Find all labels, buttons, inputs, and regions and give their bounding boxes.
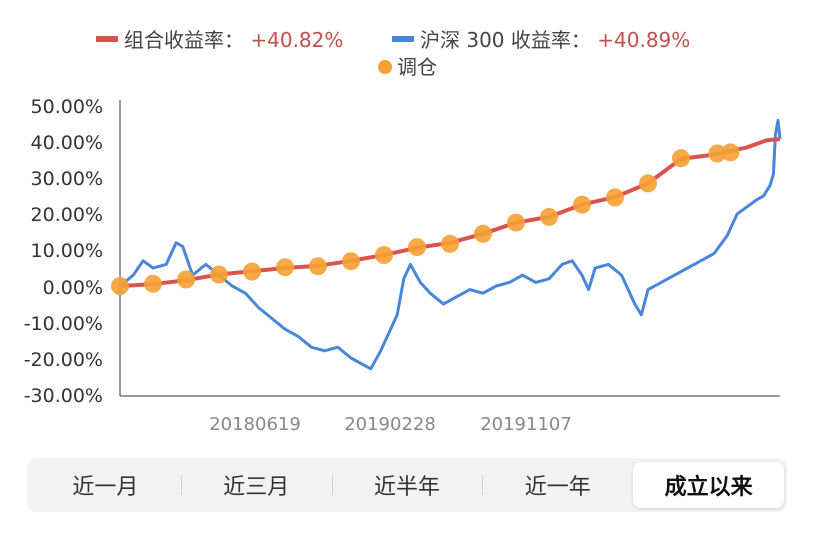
rebalance-marker[interactable] xyxy=(474,224,492,243)
x-axis-ticks: 20180619 20190228 20191107 xyxy=(209,414,572,435)
rebalance-marker[interactable] xyxy=(408,238,426,257)
rebalance-marker[interactable] xyxy=(309,257,327,276)
series-line-csi300 xyxy=(119,118,782,371)
tab-past-month[interactable]: 近一月 xyxy=(72,475,139,500)
y-tick-label: -30.00% xyxy=(24,385,103,407)
rebalance-marker[interactable] xyxy=(210,265,228,284)
y-tick-label: 0.00% xyxy=(43,277,103,299)
chart-legend: 组合收益率： +40.82% 沪深 300 收益率： +40.89% 调仓 xyxy=(96,28,690,79)
tab-past-3-months[interactable]: 近三月 xyxy=(180,462,332,508)
svg-text:沪深 300 收益率： +40.89%: 沪深 300 收益率： +40.89% xyxy=(420,28,690,52)
rebalance-marker[interactable] xyxy=(111,277,129,295)
y-tick-label: 10.00% xyxy=(31,240,103,262)
rebalance-marker[interactable] xyxy=(708,144,727,163)
y-tick-label: 20.00% xyxy=(31,204,103,226)
rebalance-marker[interactable] xyxy=(375,246,393,264)
rebalance-marker[interactable] xyxy=(144,274,162,293)
legend-swatch-portfolio xyxy=(96,36,118,42)
rebalance-marker[interactable] xyxy=(243,262,261,281)
legend-label-portfolio: 组合收益率： xyxy=(124,28,244,52)
y-tick-label: -10.00% xyxy=(24,313,103,335)
y-axis-ticks: 50.00% 40.00% 30.00% 20.00% 10.00% 0.00%… xyxy=(24,96,103,407)
return-chart: 组合收益率： +40.82% 沪深 300 收益率： +40.89% 调仓 50… xyxy=(24,28,782,435)
legend-label-csi300: 沪深 300 收益率： xyxy=(420,28,591,52)
rebalance-marker[interactable] xyxy=(573,195,591,214)
legend-value-portfolio: +40.82% xyxy=(250,28,343,52)
legend-label-rebalance: 调仓 xyxy=(397,55,437,79)
rebalance-marker[interactable] xyxy=(606,188,624,207)
series-line-portfolio xyxy=(119,137,781,288)
legend-swatch-csi300 xyxy=(392,36,414,42)
tab-since-inception[interactable]: 成立以来 xyxy=(633,462,784,508)
y-tick-label: 50.00% xyxy=(31,96,103,118)
rebalance-marker[interactable] xyxy=(639,174,657,193)
tab-past-half-year[interactable]: 近半年 xyxy=(331,462,483,508)
rebalance-marker[interactable] xyxy=(441,234,459,253)
y-tick-label: 30.00% xyxy=(31,168,103,190)
x-tick-label: 20191107 xyxy=(480,414,572,435)
svg-text:组合收益率： +40.82%: 组合收益率： +40.82% xyxy=(124,28,343,52)
tab-past-year[interactable]: 近一年 xyxy=(482,462,633,508)
legend-swatch-rebalance xyxy=(378,60,392,74)
period-selector: 近一月 近三月 近半年 近一年 成立以来 xyxy=(27,458,787,512)
x-tick-label: 20190228 xyxy=(344,414,436,435)
rebalance-marker[interactable] xyxy=(540,207,558,226)
rebalance-marker[interactable] xyxy=(342,252,360,271)
y-tick-label: 40.00% xyxy=(31,132,103,154)
y-tick-label: -20.00% xyxy=(24,349,103,371)
rebalance-marker[interactable] xyxy=(672,149,690,168)
plot-area xyxy=(111,118,782,371)
rebalance-marker[interactable] xyxy=(276,258,294,277)
x-tick-label: 20180619 xyxy=(209,414,301,435)
rebalance-marker[interactable] xyxy=(721,143,740,162)
legend-value-csi300: +40.89% xyxy=(597,28,690,52)
rebalance-marker[interactable] xyxy=(507,213,525,232)
rebalance-marker[interactable] xyxy=(177,270,195,289)
